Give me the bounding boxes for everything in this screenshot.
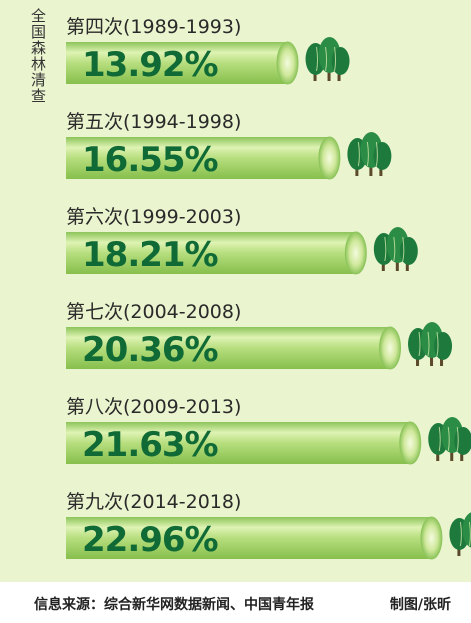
chart-title: 全国森林清查 <box>29 8 47 104</box>
bar <box>66 137 330 179</box>
bar-row: 第九次(2014-2018) 22.96% <box>66 491 471 560</box>
bar <box>66 422 411 464</box>
tree-icon <box>428 417 471 461</box>
bar-row: 第四次(1989-1993) 13.92% <box>66 16 350 85</box>
bar <box>66 327 391 369</box>
tree-icon <box>347 132 392 176</box>
bar-end-cap <box>379 326 402 370</box>
bar-row: 第六次(1999-2003) 18.21% <box>66 206 418 275</box>
value-label: 20.36% <box>82 330 218 370</box>
category-label: 第四次(1989-1993) <box>66 16 241 38</box>
bar-end-cap <box>399 421 422 465</box>
category-label: 第五次(1994-1998) <box>66 111 241 133</box>
bar <box>66 42 288 84</box>
tree-icon <box>373 227 418 271</box>
category-label: 第八次(2009-2013) <box>66 396 241 418</box>
bar-end-cap <box>276 41 299 85</box>
bar-chart: 第四次(1989-1993) 13.92% 第五次(1994-1998) 16.55%… <box>66 16 471 560</box>
bar-row: 第七次(2004-2008) 20.36% <box>66 301 453 370</box>
value-label: 13.92% <box>82 45 218 85</box>
tree-icon <box>408 322 453 366</box>
tree-icon <box>449 512 471 556</box>
category-label: 第六次(1999-2003) <box>66 206 241 228</box>
value-label: 16.55% <box>82 140 218 180</box>
bar-end-cap <box>318 136 341 180</box>
bar-end-cap <box>420 516 443 560</box>
bar-row: 第五次(1994-1998) 16.55% <box>66 111 392 180</box>
bar <box>66 232 356 274</box>
footer-credit: 制图/张昕 <box>389 597 451 613</box>
footer-source: 信息来源：综合新华网数据新闻、中国青年报 <box>34 597 314 613</box>
value-label: 22.96% <box>82 520 218 560</box>
category-label: 第七次(2004-2008) <box>66 301 241 323</box>
chart-panel: 全国森林清查 第四次(1989-1993) 13.92% 第五次(1994-1998… <box>0 0 471 582</box>
category-label: 第九次(2014-2018) <box>66 491 241 513</box>
bar <box>66 517 432 559</box>
tree-icon <box>305 37 350 81</box>
value-label: 18.21% <box>82 235 218 275</box>
value-label: 21.63% <box>82 425 218 465</box>
footer: 信息来源：综合新华网数据新闻、中国青年报 制图/张昕 <box>0 582 471 623</box>
bar-end-cap <box>344 231 367 275</box>
bar-row: 第八次(2009-2013) 21.63% <box>66 396 471 465</box>
